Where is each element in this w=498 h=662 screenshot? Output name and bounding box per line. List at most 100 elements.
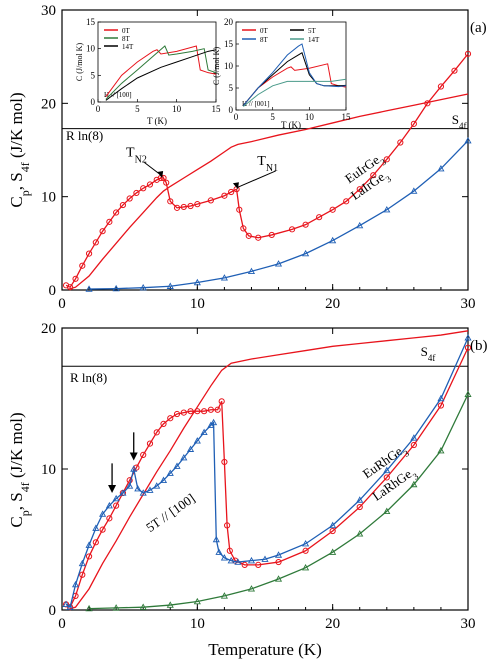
data-point bbox=[464, 136, 472, 144]
inset-series-line bbox=[105, 49, 217, 101]
arrow-head bbox=[232, 182, 239, 190]
data-point bbox=[99, 510, 107, 517]
data-point bbox=[224, 522, 231, 529]
data-point bbox=[210, 418, 218, 426]
data-point bbox=[99, 526, 106, 533]
inset-series-line bbox=[105, 45, 217, 100]
inset-x-tick-label: 5 bbox=[135, 104, 140, 114]
data-point bbox=[221, 458, 228, 466]
data-point bbox=[437, 394, 445, 402]
data-point bbox=[85, 553, 93, 560]
inset-x-tick-label: 5 bbox=[270, 112, 275, 122]
data-point bbox=[424, 100, 431, 107]
data-point bbox=[212, 535, 220, 543]
data-point bbox=[437, 402, 445, 409]
data-point bbox=[410, 120, 417, 127]
y-tick-label: 10 bbox=[41, 190, 56, 206]
data-point bbox=[247, 267, 256, 275]
data-point bbox=[112, 494, 120, 502]
data-point bbox=[218, 398, 225, 405]
data-point bbox=[410, 187, 418, 194]
data-point bbox=[187, 445, 195, 452]
inset-x-tick-label: 0 bbox=[234, 112, 239, 122]
x-tick-label: 30 bbox=[461, 616, 476, 632]
data-point bbox=[112, 284, 120, 292]
inset-left-ylabel: C (J/mol K) bbox=[75, 43, 84, 82]
inset-legend-label: 14T bbox=[308, 36, 320, 44]
data-point bbox=[79, 571, 86, 578]
data-point bbox=[274, 551, 283, 558]
data-point bbox=[160, 420, 167, 427]
data-point bbox=[106, 218, 113, 225]
x-tick-label: 0 bbox=[58, 296, 66, 312]
data-point bbox=[302, 221, 309, 228]
series-line bbox=[68, 330, 469, 610]
inset-y-tick-label: 5 bbox=[229, 83, 234, 93]
data-point bbox=[140, 185, 147, 192]
inset-y-tick-label: 10 bbox=[86, 44, 96, 54]
data-point bbox=[166, 282, 174, 289]
data-point bbox=[66, 603, 74, 610]
data-point bbox=[464, 50, 472, 57]
data-point bbox=[139, 283, 147, 291]
data-point bbox=[316, 214, 323, 221]
data-point bbox=[221, 192, 228, 199]
y-axis-label-a: Cp, S4f (J/K mol) bbox=[7, 92, 32, 207]
inset-series-line bbox=[243, 78, 347, 107]
data-point bbox=[72, 275, 79, 282]
data-point bbox=[146, 486, 154, 493]
y-tick-label: 0 bbox=[49, 283, 57, 299]
inset-right-field: H // [001] bbox=[242, 100, 270, 108]
data-point bbox=[119, 489, 127, 496]
data-point bbox=[275, 558, 282, 566]
reference-label-b: R ln(8) bbox=[70, 370, 107, 385]
data-point bbox=[146, 440, 154, 447]
data-point bbox=[140, 451, 147, 458]
data-point bbox=[92, 539, 99, 546]
data-point bbox=[207, 197, 214, 204]
x-axis-label: Temperature (K) bbox=[208, 640, 322, 659]
series-line bbox=[65, 347, 469, 609]
data-point bbox=[193, 437, 201, 444]
data-point bbox=[247, 556, 256, 564]
inset-legend-label: 8T bbox=[122, 35, 131, 43]
data-point bbox=[274, 260, 283, 267]
data-point bbox=[383, 156, 390, 163]
panel-label-b: (b) bbox=[470, 338, 488, 354]
data-point bbox=[92, 239, 99, 246]
inset-legend-label: 0T bbox=[260, 27, 269, 35]
data-point bbox=[92, 524, 100, 531]
data-point bbox=[163, 179, 170, 186]
inset-y-tick-label: 5 bbox=[91, 70, 96, 80]
inset-legend-label: 0T bbox=[122, 27, 131, 35]
data-point bbox=[214, 406, 221, 413]
data-point bbox=[329, 206, 336, 213]
data-point bbox=[226, 547, 233, 554]
arrow-head bbox=[108, 484, 117, 493]
data-point bbox=[240, 225, 247, 232]
data-point bbox=[383, 466, 391, 474]
data-point bbox=[370, 172, 377, 179]
data-point bbox=[329, 521, 337, 529]
reference-label-a: R ln(8) bbox=[66, 128, 103, 143]
data-point bbox=[79, 262, 86, 269]
data-point bbox=[228, 188, 235, 196]
data-point bbox=[134, 485, 142, 492]
data-point bbox=[220, 554, 228, 561]
data-point bbox=[194, 201, 201, 208]
data-point bbox=[397, 139, 404, 146]
data-point bbox=[207, 406, 214, 413]
data-point bbox=[268, 231, 275, 239]
data-point bbox=[193, 278, 201, 286]
data-point bbox=[383, 474, 390, 481]
y-tick-label: 30 bbox=[41, 3, 56, 19]
inset-right-xlabel: T (K) bbox=[281, 120, 301, 130]
x-tick-label: 10 bbox=[190, 616, 205, 632]
data-point bbox=[173, 462, 181, 469]
data-point bbox=[241, 561, 248, 568]
data-point bbox=[410, 434, 418, 441]
series-line bbox=[65, 337, 469, 609]
data-point bbox=[112, 604, 120, 611]
